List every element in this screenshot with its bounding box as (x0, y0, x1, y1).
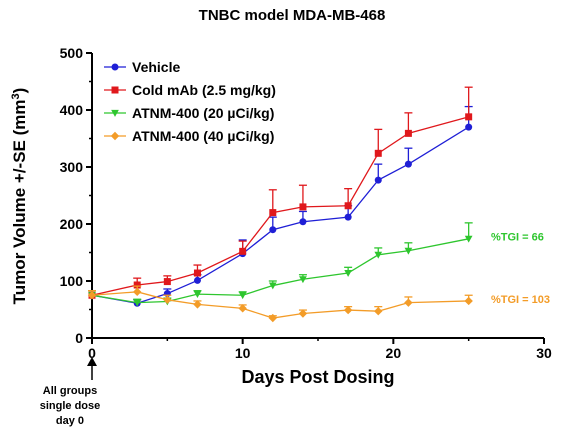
series-1 (88, 86, 473, 299)
y-tick-label: 200 (60, 216, 84, 232)
dosing-note-line-3: day 0 (56, 415, 84, 427)
data-point (374, 307, 383, 316)
series-line (91, 126, 470, 304)
dosing-note-line-2: single dose (40, 400, 101, 412)
legend-entry-2: ATNM-400 (20 µCi/kg) (104, 105, 274, 121)
legend-label: ATNM-400 (40 µCi/kg) (132, 128, 274, 144)
data-point (193, 276, 201, 284)
data-point (404, 160, 412, 168)
series-3 (87, 285, 473, 323)
data-point (133, 281, 141, 289)
series-line (91, 291, 469, 319)
data-point (344, 269, 352, 277)
data-point (133, 299, 142, 307)
data-point (269, 226, 277, 234)
data-point (374, 149, 382, 157)
legend-entry-1: Cold mAb (2.5 mg/kg) (104, 82, 276, 98)
data-point (133, 287, 142, 297)
tgi-annotation: %TGI = 103 (491, 294, 550, 306)
legend-marker (111, 86, 119, 94)
tgi-annotation: %TGI = 66 (491, 232, 544, 244)
data-point (163, 295, 172, 305)
data-point (298, 309, 308, 318)
y-tick-label: 400 (60, 102, 84, 118)
data-point (268, 282, 277, 290)
legend-label: Cold mAb (2.5 mg/kg) (132, 82, 276, 98)
data-point (87, 291, 97, 300)
legend-marker (111, 109, 119, 117)
x-tick-label: 30 (536, 345, 552, 361)
annotations: %TGI = 66 %TGI = 103 (491, 232, 550, 307)
data-point (193, 300, 202, 309)
data-point (269, 209, 277, 217)
data-point (238, 304, 247, 313)
x-tick-label: 0 (88, 345, 96, 361)
chart-title: TNBC model MDA-MB-468 (199, 7, 386, 24)
data-point (464, 235, 473, 243)
y-tick-label: 100 (60, 273, 84, 289)
data-point (268, 313, 277, 323)
x-tick-label: 20 (386, 345, 402, 361)
data-point (374, 176, 382, 184)
dosing-marker: All groups single dose day 0 (40, 357, 101, 427)
y-tick-label: 300 (60, 159, 84, 175)
y-axis-title-end: ) (10, 88, 29, 94)
x-axis-title: Days Post Dosing (241, 367, 394, 387)
data-point (404, 129, 412, 137)
legend-entry-0: Vehicle (104, 59, 180, 75)
legend-marker (111, 63, 119, 71)
data-point (344, 213, 352, 221)
dosing-arrow-head (87, 357, 97, 366)
data-point (193, 291, 202, 298)
legend-label: Vehicle (132, 59, 180, 75)
data-point (193, 269, 201, 277)
dosing-note-line-1: All groups (43, 385, 97, 397)
data-point (299, 276, 307, 284)
legend-label: ATNM-400 (20 µCi/kg) (132, 105, 274, 121)
data-point (404, 298, 413, 307)
data-point (344, 202, 352, 210)
data-point (299, 203, 307, 211)
data-point (465, 123, 473, 131)
data-point (238, 292, 247, 300)
data-point (163, 278, 171, 286)
series-layer (87, 86, 473, 323)
series-line (91, 238, 469, 304)
data-point (374, 251, 383, 259)
y-axis-title: Tumor Volume +/-SE (mm3) (10, 88, 29, 305)
y-tick-label: 500 (60, 45, 84, 61)
x-tick-label: 10 (235, 345, 251, 361)
data-point (239, 247, 247, 255)
data-point (404, 247, 413, 255)
y-axis-title-main: Tumor Volume +/-SE (mm (10, 99, 29, 304)
data-point (465, 113, 473, 121)
legend-marker (110, 131, 120, 141)
data-point (464, 296, 473, 306)
legend-entry-3: ATNM-400 (40 µCi/kg) (104, 128, 274, 144)
data-point (299, 218, 307, 226)
y-axis-title-superscript: 3 (10, 93, 22, 99)
y-tick-label: 0 (75, 330, 83, 346)
data-point (343, 305, 353, 315)
legend: Vehicle Cold mAb (2.5 mg/kg) ATNM-400 (20 … (104, 59, 276, 144)
